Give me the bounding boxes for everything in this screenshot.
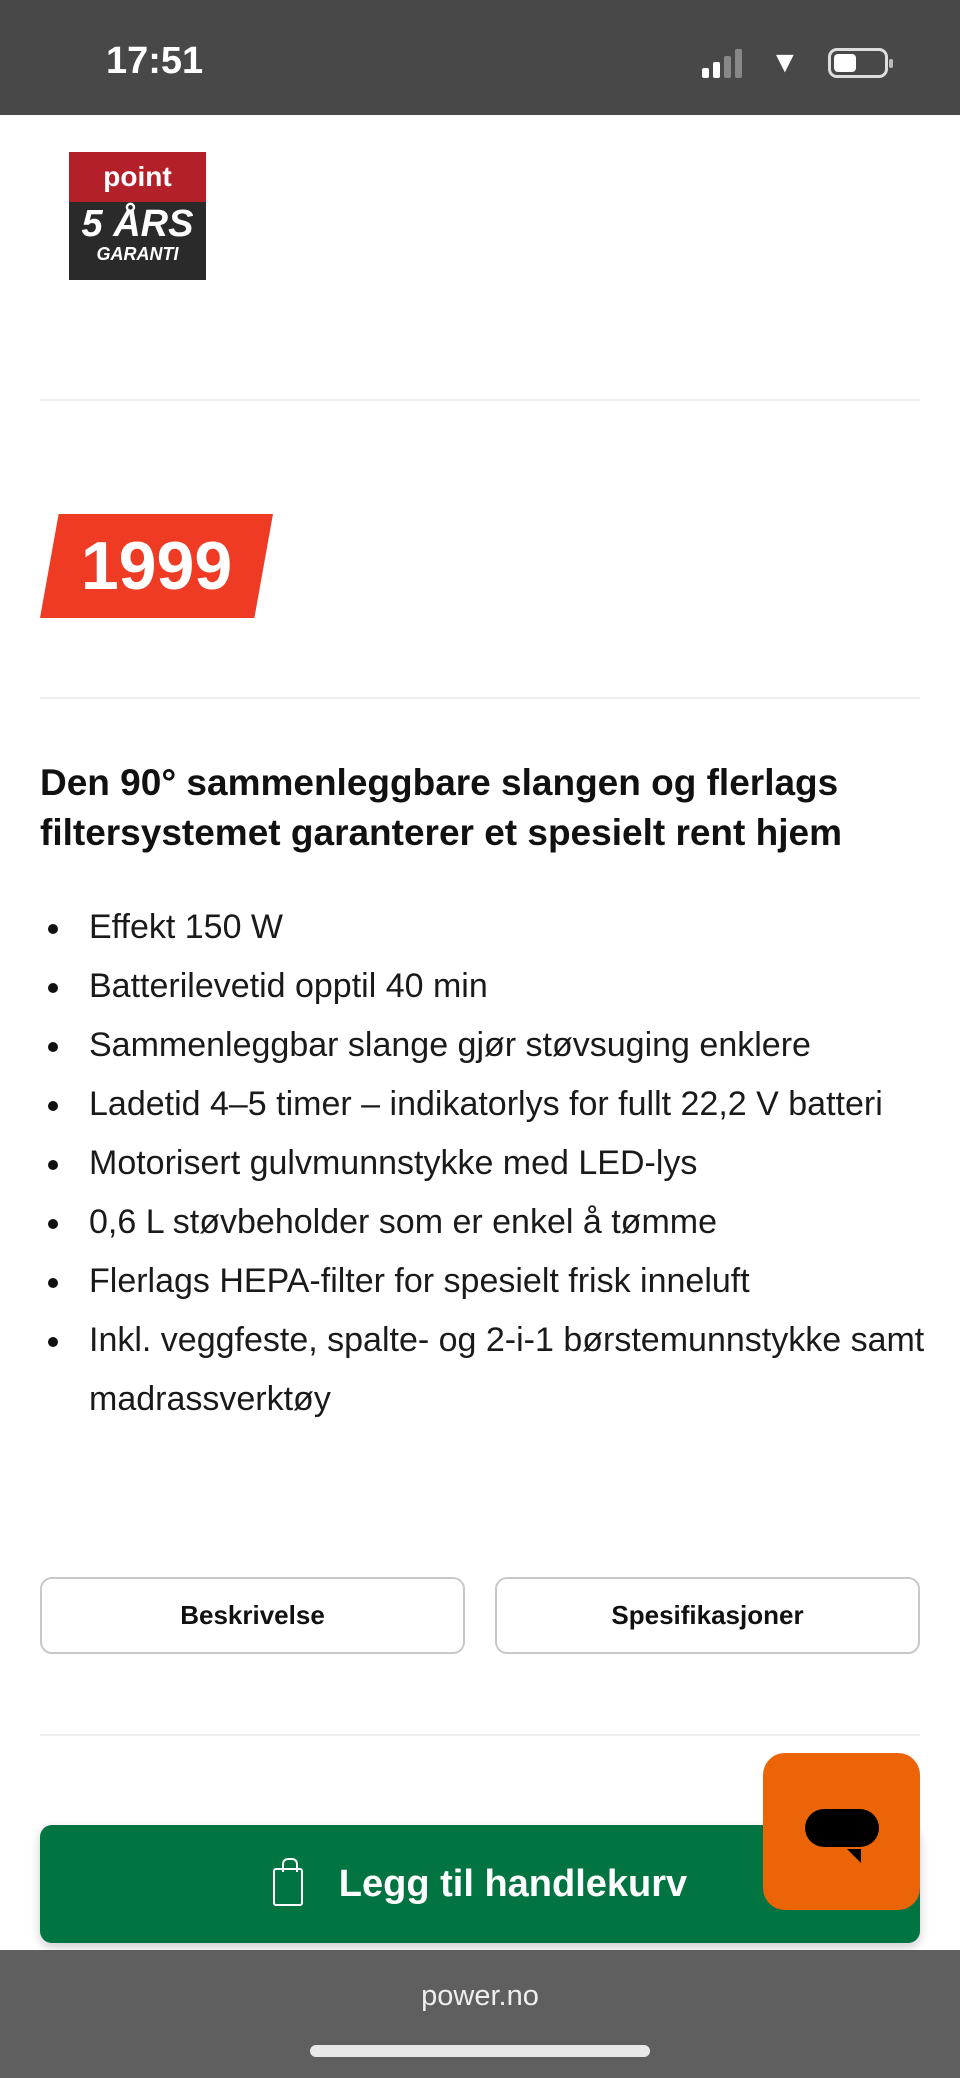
price-badge: 1999 (40, 514, 273, 618)
divider (40, 697, 920, 699)
feature-item: Inkl. veggfeste, spalte- og 2-i-1 børste… (40, 1311, 930, 1429)
home-indicator[interactable] (310, 2045, 650, 2057)
status-bar: 17:51 ▼ (0, 0, 960, 115)
add-to-cart-label: Legg til handlekurv (338, 1862, 688, 1905)
logo-line2: GARANTI (96, 244, 179, 264)
wifi-icon: ▼ (770, 46, 800, 79)
browser-bar: power.no (0, 1950, 960, 2078)
divider (40, 399, 920, 401)
divider (40, 1734, 920, 1736)
feature-item: Ladetid 4–5 timer – indikatorlys for ful… (40, 1075, 930, 1134)
url-label[interactable]: power.no (421, 1980, 539, 2012)
shopping-bag-icon (272, 1858, 303, 1906)
cellular-signal-icon (702, 48, 742, 78)
feature-item: Batterilevetid opptil 40 min (40, 957, 930, 1016)
chat-bubble-tail (847, 1849, 861, 1863)
feature-item: 0,6 L støvbeholder som er enkel å tømme (40, 1193, 930, 1252)
chat-bubble-icon (805, 1809, 879, 1847)
battery-icon (828, 48, 893, 78)
feature-list: Effekt 150 W Batterilevetid opptil 40 mi… (40, 898, 930, 1429)
chat-button[interactable] (763, 1753, 920, 1910)
feature-item: Sammenleggbar slange gjør støvsuging enk… (40, 1016, 930, 1075)
logo-brand: point (69, 152, 206, 202)
feature-item: Flerlags HEPA-filter for spesielt frisk … (40, 1252, 930, 1311)
product-heading: Den 90° sammenleggbare slangen og flerla… (40, 762, 842, 853)
feature-item: Effekt 150 W (40, 898, 930, 957)
status-time: 17:51 (106, 40, 204, 82)
logo-line1: 5 ÅRS (81, 203, 194, 245)
description-button[interactable]: Beskrivelse (40, 1577, 465, 1654)
specifications-button[interactable]: Spesifikasjoner (495, 1577, 920, 1654)
feature-item: Motorisert gulvmunnstykke med LED-lys (40, 1134, 930, 1193)
point-warranty-logo: point 5 ÅRS GARANTI (69, 152, 206, 280)
